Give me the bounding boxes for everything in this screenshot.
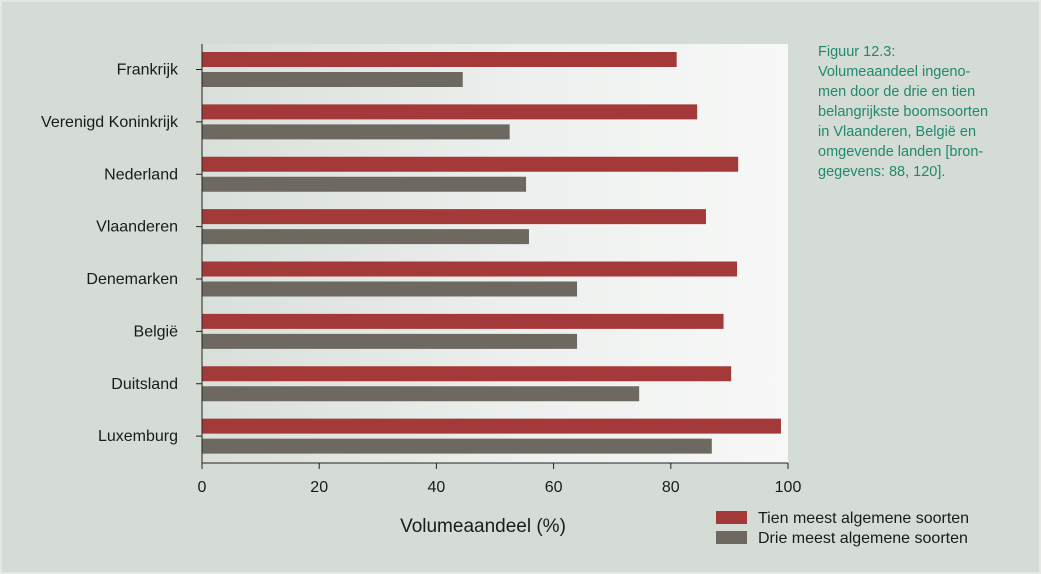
bar-tien-0	[202, 52, 677, 67]
category-label: België	[134, 323, 179, 340]
bar-tien-3	[202, 209, 706, 225]
legend-label-1: Drie meest algemene soorten	[758, 530, 968, 547]
category-label: Frankrijk	[117, 62, 179, 79]
bar-drie-0	[202, 72, 463, 87]
figure-caption: Figuur 12.3: Volumeaandeel ingeno- men d…	[818, 44, 989, 180]
x-tick-label: 100	[775, 479, 802, 496]
legend-swatch-0	[716, 511, 747, 524]
category-label: Verenigd Koninkrijk	[41, 114, 179, 131]
x-tick-label: 20	[310, 479, 328, 496]
legend-label-0: Tien meest algemene soorten	[758, 510, 969, 527]
bar-drie-3	[202, 229, 529, 245]
category-label: Nederland	[104, 166, 178, 183]
axes-layer: Frankrijk Verenigd Koninkrijk Nederland Vla…	[41, 44, 801, 496]
x-tick-label: 40	[428, 479, 446, 496]
bar-tien-6	[202, 366, 732, 382]
x-tick-label: 60	[545, 479, 563, 496]
legend-swatch-1	[716, 531, 747, 544]
bar-drie-7	[202, 438, 712, 454]
bar-drie-4	[202, 281, 578, 297]
bar-drie-5	[202, 333, 578, 349]
bar-tien-2	[202, 156, 739, 172]
x-axis-title: Volumeaandeel (%)	[400, 516, 566, 537]
category-label: Denemarken	[86, 271, 178, 288]
bar-drie-2	[202, 176, 527, 192]
bar-tien-1	[202, 104, 698, 120]
category-label: Luxemburg	[98, 428, 178, 445]
bars-layer	[202, 52, 781, 454]
legend: Tien meest algemene soorten Drie meest al…	[716, 510, 969, 547]
bar-tien-7	[202, 418, 781, 434]
x-tick-label: 80	[662, 479, 680, 496]
bar-drie-1	[202, 124, 510, 140]
category-label: Vlaanderen	[96, 219, 178, 236]
bar-drie-6	[202, 386, 640, 402]
category-label: Duitsland	[111, 376, 178, 393]
x-tick-label: 0	[198, 479, 207, 496]
bar-tien-4	[202, 261, 738, 277]
bar-tien-5	[202, 313, 724, 329]
